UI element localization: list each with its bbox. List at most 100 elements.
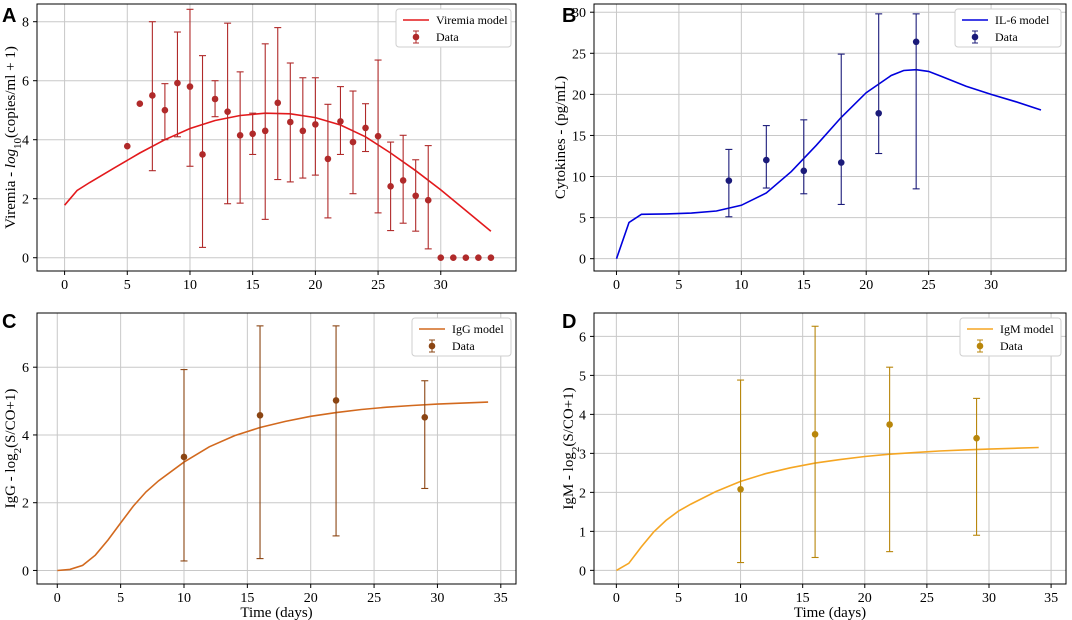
y-axis-label-prefix: IgG - log [3, 453, 19, 508]
x-tick-label: 5 [675, 278, 682, 293]
y-axis-label-log: log [3, 148, 19, 168]
y-tick-label: 8 [22, 16, 29, 31]
plot-frame [593, 312, 1067, 585]
y-axis-label: IgM - log2(S/CO+1) [561, 387, 582, 509]
data-point [462, 254, 470, 262]
x-tick-label: 0 [61, 278, 68, 293]
x-tick-label: 15 [240, 591, 254, 606]
data-point [437, 254, 445, 262]
data-point [324, 155, 332, 163]
x-tick-label: 20 [304, 591, 318, 606]
x-tick-label: 25 [367, 591, 381, 606]
x-tick-label: 35 [494, 591, 508, 606]
legend: IgG model Data [411, 317, 512, 357]
legend-box [411, 317, 512, 357]
legend-model-label: IgG model [452, 322, 504, 336]
legend-data-marker [971, 33, 979, 41]
x-tick-label: 0 [613, 591, 620, 606]
y-axis-label-subscript: 10 [12, 137, 24, 149]
data-point [199, 151, 206, 158]
legend-data-marker [412, 33, 420, 41]
y-tick-label: 15 [572, 129, 586, 144]
data-point [912, 38, 920, 46]
x-tick-label: 20 [308, 278, 322, 293]
data-point [161, 106, 169, 114]
x-tick-label: 5 [124, 278, 131, 293]
data-point [374, 132, 382, 140]
y-tick-label: 0 [22, 252, 29, 267]
data-point [800, 167, 808, 175]
plot-frame [36, 312, 517, 585]
x-tick-label: 35 [1044, 591, 1058, 606]
x-tick-label: 25 [371, 278, 385, 293]
y-tick-label: 5 [579, 369, 586, 384]
y-tick-label: 0 [579, 253, 586, 268]
y-axis-label-subscript: 2 [12, 448, 24, 454]
x-tick-label: 10 [183, 278, 197, 293]
y-axis-label-prefix: IgM - log [561, 452, 577, 510]
data-point [312, 121, 319, 128]
legend-data-marker [428, 342, 436, 350]
data-point [399, 177, 407, 184]
data-point [136, 100, 144, 108]
y-tick-label: 6 [579, 330, 586, 345]
x-tick-label: 30 [982, 591, 996, 606]
x-tick-label: 25 [920, 591, 934, 606]
plot-frame [593, 3, 1067, 272]
y-tick-label: 3 [579, 447, 586, 462]
data-point [349, 138, 357, 146]
legend-box [959, 317, 1062, 357]
y-tick-label: 6 [22, 75, 29, 90]
y-tick-label: 25 [572, 47, 586, 62]
data-point [123, 142, 131, 150]
y-tick-label: 2 [22, 193, 29, 208]
data-point [180, 453, 188, 461]
data-point [261, 127, 269, 135]
data-point [475, 254, 482, 262]
x-tick-label: 30 [430, 591, 444, 606]
x-tick-label: 10 [177, 591, 191, 606]
data-point [332, 397, 340, 404]
panel-letter: B [562, 5, 576, 27]
data-point [236, 131, 244, 139]
y-axis-label-prefix: Viremia - [3, 168, 19, 229]
x-axis-label: Time (days) [240, 605, 312, 620]
y-axis-label-suffix: (S/CO+1) [561, 387, 577, 446]
plot-frame [36, 3, 517, 272]
y-tick-label: 6 [22, 361, 29, 376]
x-axis-label: Time (days) [794, 605, 866, 620]
data-point [224, 108, 231, 115]
x-tick-label: 0 [54, 591, 61, 606]
y-axis-label: IgG - log2(S/CO+1) [3, 389, 24, 509]
y-axis-label: Cytokines - (pg/mL) [553, 76, 569, 199]
panel-letter: D [562, 311, 576, 333]
data-point [725, 177, 733, 184]
x-tick-label: 30 [984, 278, 998, 293]
data-point [256, 412, 264, 419]
y-axis-label-subscript: 2 [570, 447, 582, 453]
y-axis-label-suffix: (copies/ml + 1) [3, 46, 19, 138]
y-axis-label: Viremia - log10(copies/ml + 1) [3, 46, 24, 229]
data-point [286, 118, 294, 126]
data-point [249, 130, 256, 138]
model-line [615, 68, 1042, 259]
x-tick-label: 20 [859, 278, 873, 293]
panel-letter: A [2, 5, 16, 27]
data-point [337, 118, 344, 125]
model-line [616, 446, 1039, 572]
data-point [450, 254, 457, 262]
x-tick-label: 15 [797, 278, 811, 293]
legend-data-label: Data [436, 30, 459, 44]
x-tick-label: 15 [246, 278, 260, 293]
data-point [424, 196, 432, 204]
y-tick-label: 10 [572, 171, 586, 186]
data-point [274, 99, 282, 107]
x-tick-label: 25 [922, 278, 936, 293]
y-tick-label: 4 [22, 429, 29, 444]
y-tick-label: 1 [579, 525, 586, 540]
y-tick-label: 4 [22, 134, 29, 149]
x-tick-label: 20 [858, 591, 872, 606]
legend-data-label: Data [995, 30, 1018, 44]
